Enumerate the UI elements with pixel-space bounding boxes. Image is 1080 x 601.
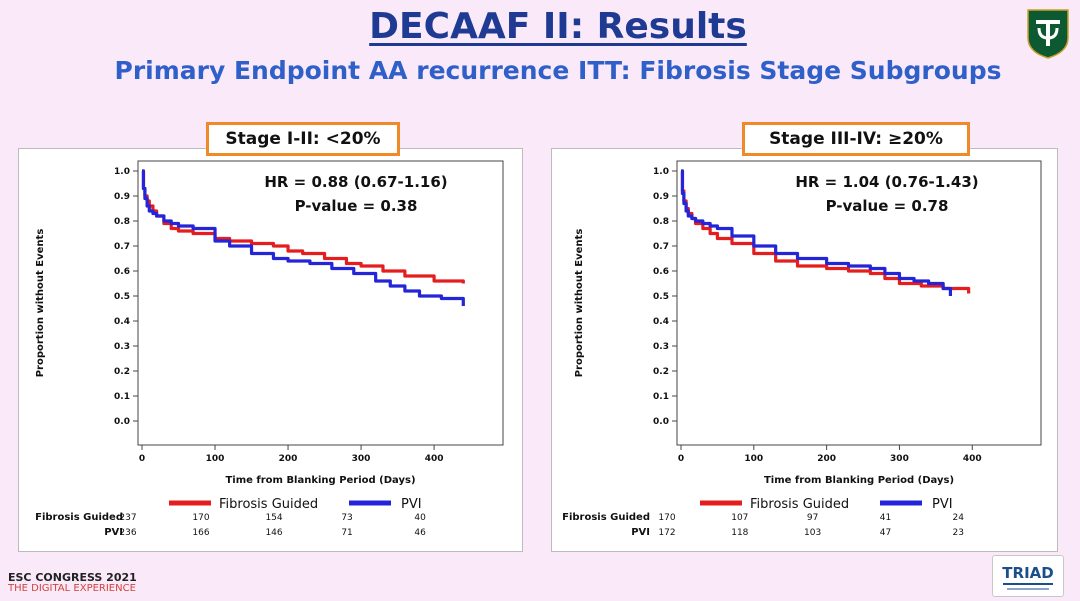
risk-value: 41: [880, 513, 891, 523]
y-tick-label: 0.8: [653, 217, 669, 227]
risk-row-label-pvi: PVI: [631, 527, 650, 538]
y-tick-label: 0.4: [114, 317, 130, 327]
y-tick-label: 0.0: [114, 417, 130, 427]
stage-label-box-1-2: Stage I-II: <20%: [206, 122, 400, 156]
series-line-pvi: [680, 169, 953, 296]
risk-value: 23: [953, 528, 964, 538]
y-tick-label: 0.1: [114, 392, 130, 402]
y-tick-label: 0.9: [653, 192, 669, 202]
y-tick-label: 0.3: [653, 342, 669, 352]
x-tick-label: 200: [279, 454, 298, 464]
triad-logo: TRIAD: [992, 555, 1064, 597]
y-tick-label: 0.5: [114, 292, 130, 302]
triad-logo-icon: TRIAD: [1002, 564, 1054, 590]
congress-tagline: THE DIGITAL EXPERIENCE: [8, 583, 136, 594]
x-tick-label: 300: [890, 454, 909, 464]
risk-value: 236: [119, 528, 136, 538]
risk-row-label-fibrosis_guided: Fibrosis Guided: [562, 512, 650, 523]
x-tick-label: 400: [963, 454, 982, 464]
risk-value: 71: [341, 528, 352, 538]
series-line-pvi: [141, 169, 465, 306]
y-tick-label: 0.4: [653, 317, 669, 327]
x-axis-label: Time from Blanking Period (Days): [764, 475, 954, 486]
risk-value: 107: [731, 513, 748, 523]
legend-label-fibrosis-guided: Fibrosis Guided: [750, 497, 849, 512]
p-value-annotation: P-value = 0.38: [295, 197, 418, 215]
series-line-fibrosis_guided: [141, 169, 465, 284]
y-tick-label: 0.8: [114, 217, 130, 227]
x-tick-label: 300: [352, 454, 371, 464]
plot-frame: [676, 160, 1042, 446]
y-tick-label: 0.2: [114, 367, 130, 377]
x-tick-label: 400: [425, 454, 444, 464]
risk-value: 154: [265, 513, 282, 523]
x-tick-label: 100: [206, 454, 225, 464]
chart-panel-stage-3-4: 0.0 0.1 0.2 0.3 0.4 0.5 0.6 0.7 0.8 0.9 1.0 0 100 200…: [551, 148, 1058, 552]
legend-label-pvi: PVI: [401, 497, 422, 512]
risk-value: 24: [953, 513, 965, 523]
congress-name: ESC CONGRESS 2021: [8, 571, 137, 584]
risk-value: 46: [414, 528, 426, 538]
y-tick-label: 0.0: [653, 417, 669, 427]
p-value-annotation: P-value = 0.78: [826, 197, 949, 215]
y-axis-label: Proportion without Events: [574, 229, 585, 378]
risk-value: 170: [658, 513, 675, 523]
y-tick-label: 1.0: [653, 167, 669, 177]
y-tick-label: 0.6: [653, 267, 669, 277]
stage-label-box-3-4: Stage III-IV: ≥20%: [742, 122, 970, 156]
y-tick-label: 0.7: [114, 242, 130, 252]
triad-logo-text: TRIAD: [1002, 564, 1053, 582]
y-tick-label: 0.9: [114, 192, 130, 202]
x-tick-label: 100: [744, 454, 763, 464]
y-axis-label: Proportion without Events: [35, 229, 46, 378]
risk-value: 146: [265, 528, 282, 538]
y-tick-label: 0.6: [114, 267, 130, 277]
slide-title: DECAAF II: Results: [369, 6, 747, 47]
risk-value: 237: [119, 513, 136, 523]
university-shield-logo-icon: [1027, 9, 1069, 59]
risk-value: 172: [658, 528, 675, 538]
risk-value: 97: [807, 513, 818, 523]
y-tick-label: 0.5: [653, 292, 669, 302]
y-tick-label: 0.3: [114, 342, 130, 352]
risk-value: 170: [192, 513, 209, 523]
plot-frame: [137, 160, 504, 446]
legend-label-fibrosis-guided: Fibrosis Guided: [219, 497, 318, 512]
hr-annotation: HR = 0.88 (0.67-1.16): [264, 173, 447, 191]
x-tick-label: 200: [817, 454, 836, 464]
y-tick-label: 0.2: [653, 367, 669, 377]
y-tick-label: 0.1: [653, 392, 669, 402]
km-chart-stage-1-2: 0.0 0.1 0.2 0.3 0.4 0.5 0.6 0.7 0.8 0.9 1.0 0 100 200…: [35, 160, 504, 538]
risk-row-label-pvi: PVI: [104, 527, 123, 538]
chart-panel-stage-1-2: 0.0 0.1 0.2 0.3 0.4 0.5 0.6 0.7 0.8 0.9 1.0 0 100 200…: [18, 148, 523, 552]
slide-subtitle: Primary Endpoint AA recurrence ITT: Fibr…: [114, 56, 1002, 85]
x-tick-label: 0: [139, 454, 145, 464]
risk-value: 73: [341, 513, 352, 523]
legend-label-pvi: PVI: [932, 497, 953, 512]
risk-row-label-fibrosis_guided: Fibrosis Guided: [35, 512, 123, 523]
risk-value: 118: [731, 528, 748, 538]
x-tick-label: 0: [678, 454, 684, 464]
hr-annotation: HR = 1.04 (0.76-1.43): [795, 173, 978, 191]
x-axis-label: Time from Blanking Period (Days): [225, 475, 415, 486]
y-tick-label: 1.0: [114, 167, 130, 177]
y-tick-label: 0.7: [653, 242, 669, 252]
risk-value: 40: [414, 513, 426, 523]
km-chart-stage-3-4: 0.0 0.1 0.2 0.3 0.4 0.5 0.6 0.7 0.8 0.9 1.0 0 100 200…: [562, 160, 1042, 538]
risk-value: 103: [804, 528, 821, 538]
risk-value: 47: [880, 528, 891, 538]
risk-value: 166: [192, 528, 209, 538]
